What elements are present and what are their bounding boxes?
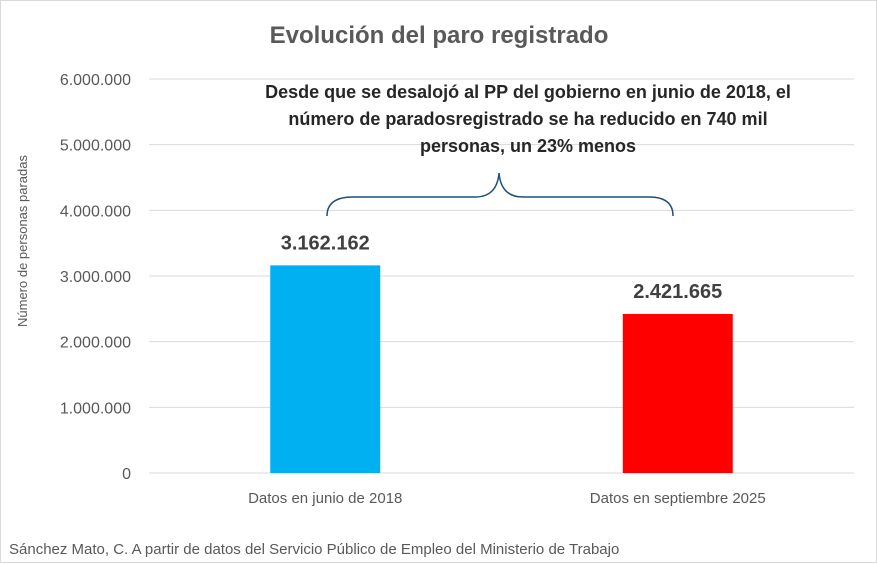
bar-2 bbox=[622, 313, 733, 473]
annotation-line-3: personas, un 23% menos bbox=[420, 136, 636, 156]
y-axis-ticks: 0 1.000.000 2.000.000 3.000.000 4.000.000 5.0… bbox=[60, 72, 131, 483]
chart-title: Evolución del paro registrado bbox=[270, 22, 609, 49]
y-tick-label-0: 0 bbox=[122, 466, 131, 483]
x-axis-categories: Datos en junio de 2018 Datos en septiembr… bbox=[248, 490, 766, 507]
x-category-label-1: Datos en junio de 2018 bbox=[248, 490, 402, 507]
y-tick-label-6: 6.000.000 bbox=[60, 72, 131, 89]
x-category-label-2: Datos en septiembre 2025 bbox=[590, 490, 766, 507]
y-axis-label: Número de personas paradas bbox=[15, 155, 30, 327]
annotation-bracket bbox=[326, 172, 674, 217]
source-note: Sánchez Mato, C. A partir de datos del S… bbox=[9, 541, 619, 558]
y-tick-label-2: 2.000.000 bbox=[60, 335, 131, 352]
y-tick-label-1: 1.000.000 bbox=[60, 400, 131, 417]
annotation-line-2: número de paradosregistrado se ha reduci… bbox=[288, 109, 767, 129]
bar-1 bbox=[270, 265, 381, 473]
data-labels: 3.162.162 2.421.665 bbox=[281, 232, 722, 303]
annotation-line-1: Desde que se desalojó al PP del gobierno… bbox=[265, 82, 791, 102]
y-tick-label-5: 5.000.000 bbox=[60, 138, 131, 155]
bars bbox=[270, 265, 733, 473]
gridlines bbox=[149, 78, 854, 474]
y-tick-label-3: 3.000.000 bbox=[60, 269, 131, 286]
y-tick-label-4: 4.000.000 bbox=[60, 203, 131, 220]
data-label-1: 3.162.162 bbox=[281, 232, 370, 254]
data-label-2: 2.421.665 bbox=[633, 281, 722, 303]
